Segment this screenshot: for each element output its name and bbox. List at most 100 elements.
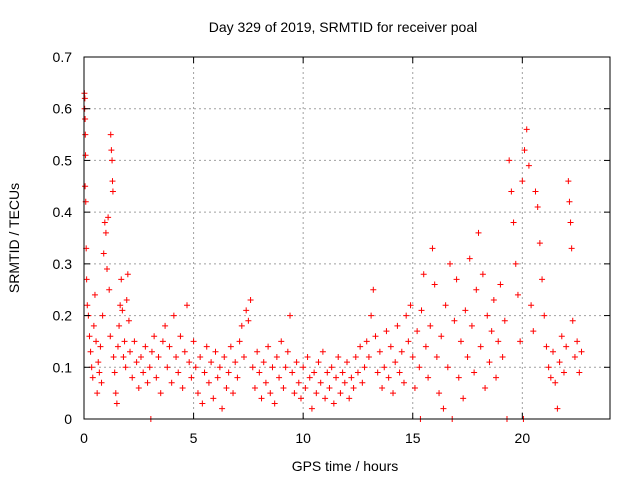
- data-point: [109, 178, 116, 185]
- y-axis-label: SRMTID / TECUs: [6, 183, 22, 293]
- data-point: [113, 400, 120, 407]
- data-point: [420, 271, 427, 278]
- data-point: [223, 384, 230, 391]
- data-point: [110, 353, 117, 360]
- data-point: [81, 95, 88, 102]
- data-point: [381, 364, 388, 371]
- data-point: [119, 307, 126, 314]
- data-point: [287, 312, 294, 319]
- data-point: [122, 364, 129, 371]
- data-point: [84, 302, 91, 309]
- data-point: [422, 343, 429, 350]
- y-tick-labels: 0 0.1 0.2 0.3 0.4 0.5 0.6 0.7: [53, 49, 73, 427]
- chart-title: Day 329 of 2019, SRMTID for receiver poa…: [209, 19, 477, 35]
- data-point: [409, 353, 416, 360]
- data-point: [282, 364, 289, 371]
- data-point: [457, 338, 464, 345]
- data-point: [256, 369, 263, 376]
- y-tick-label: 0.3: [53, 256, 73, 272]
- data-point: [168, 379, 175, 386]
- data-point: [258, 395, 265, 402]
- data-point: [315, 359, 322, 366]
- data-point: [578, 348, 585, 355]
- data-point: [475, 229, 482, 236]
- data-point: [444, 364, 451, 371]
- data-point: [565, 178, 572, 185]
- data-point: [186, 359, 193, 366]
- axis-ticks: [83, 56, 610, 420]
- data-point: [82, 183, 89, 190]
- data-point: [118, 276, 125, 283]
- data-point: [337, 390, 344, 397]
- data-point: [550, 348, 557, 355]
- data-point: [447, 260, 454, 267]
- data-point: [324, 369, 331, 376]
- data-point: [545, 364, 552, 371]
- y-tick-label: 0: [64, 411, 72, 427]
- data-point: [278, 338, 285, 345]
- data-point: [416, 364, 423, 371]
- data-point: [352, 353, 359, 360]
- data-point: [344, 359, 350, 366]
- data-point: [460, 395, 467, 402]
- data-point: [144, 379, 151, 386]
- data-point: [392, 359, 399, 366]
- data-point: [234, 374, 241, 381]
- data-point: [109, 188, 116, 195]
- data-point: [300, 364, 307, 371]
- data-point: [440, 405, 447, 412]
- grid-lines: [84, 57, 610, 419]
- data-point: [131, 338, 138, 345]
- data-point: [184, 302, 191, 309]
- data-point: [83, 276, 90, 283]
- data-point: [429, 245, 436, 252]
- data-point: [201, 369, 208, 376]
- data-point: [304, 353, 311, 360]
- data-point: [335, 353, 342, 360]
- data-point: [153, 374, 160, 381]
- data-point: [497, 281, 504, 288]
- data-point: [313, 390, 320, 397]
- data-point: [203, 343, 210, 350]
- data-point: [82, 131, 89, 138]
- data-point: [91, 291, 98, 298]
- data-point: [94, 390, 101, 397]
- data-point: [98, 379, 105, 386]
- data-point: [486, 359, 493, 366]
- data-point: [243, 307, 250, 314]
- data-point: [107, 131, 114, 138]
- data-point: [534, 203, 541, 210]
- data-point: [164, 364, 171, 371]
- data-point: [230, 390, 237, 397]
- data-point: [86, 333, 93, 340]
- data-point: [214, 374, 221, 381]
- data-point: [260, 359, 267, 366]
- data-point: [396, 369, 403, 376]
- y-tick-label: 0.4: [53, 204, 73, 220]
- data-point: [240, 353, 247, 360]
- data-point: [333, 374, 340, 381]
- x-tick-label: 20: [515, 430, 531, 446]
- data-point: [543, 343, 550, 350]
- data-point: [407, 302, 414, 309]
- data-point: [484, 312, 491, 319]
- data-point: [140, 369, 147, 376]
- data-point: [137, 353, 144, 360]
- data-point: [523, 126, 530, 133]
- data-point: [521, 147, 528, 154]
- data-point: [124, 271, 131, 278]
- data-point: [99, 312, 106, 319]
- data-point: [107, 333, 114, 340]
- data-point: [181, 348, 188, 355]
- data-point: [311, 369, 318, 376]
- data-point: [271, 400, 278, 407]
- data-point: [265, 343, 272, 350]
- y-tick-label: 0.6: [53, 101, 73, 117]
- data-point: [194, 390, 201, 397]
- data-point: [339, 369, 346, 376]
- data-point: [297, 395, 304, 402]
- data-point: [199, 400, 206, 407]
- data-point: [363, 338, 370, 345]
- data-point: [179, 384, 186, 391]
- data-point: [155, 353, 162, 360]
